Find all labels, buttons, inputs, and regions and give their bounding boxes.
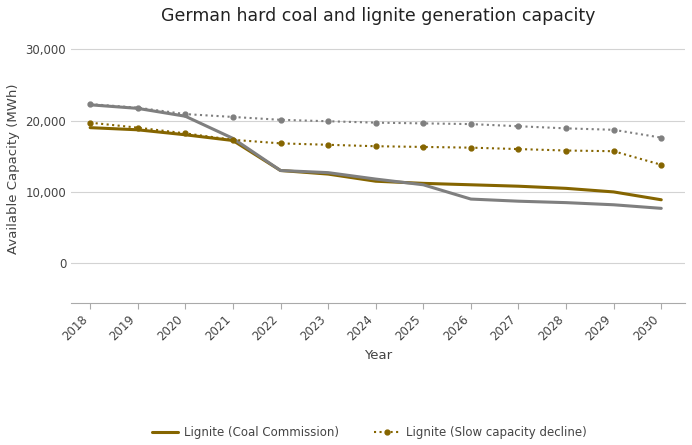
Lignite (Coal Commission): [610, 189, 618, 194]
Lignite (Slow capacity decline): [466, 145, 475, 150]
Lignite (Coal Commission): [466, 182, 475, 187]
Hard Coal (Slow capacity decline): [514, 124, 522, 129]
Hard Coal (Coal Commission): [372, 176, 380, 182]
Hard Coal (Slow capacity decline): [276, 117, 284, 122]
Lignite (Coal Commission): [86, 125, 94, 130]
Lignite (Slow capacity decline): [419, 144, 428, 150]
Hard Coal (Slow capacity decline): [372, 120, 380, 125]
Hard Coal (Slow capacity decline): [562, 125, 570, 131]
Lignite (Coal Commission): [276, 168, 284, 173]
Hard Coal (Slow capacity decline): [134, 105, 142, 110]
Hard Coal (Coal Commission): [134, 106, 142, 111]
Lignite (Slow capacity decline): [610, 149, 618, 154]
Hard Coal (Slow capacity decline): [86, 101, 94, 107]
Lignite (Slow capacity decline): [229, 137, 237, 142]
Line: Hard Coal (Slow capacity decline): Hard Coal (Slow capacity decline): [88, 101, 664, 140]
Title: German hard coal and lignite generation capacity: German hard coal and lignite generation …: [161, 7, 595, 25]
Lignite (Slow capacity decline): [562, 148, 570, 153]
Hard Coal (Slow capacity decline): [466, 121, 475, 127]
Lignite (Slow capacity decline): [181, 131, 190, 136]
Lignite (Slow capacity decline): [276, 141, 284, 146]
Hard Coal (Slow capacity decline): [229, 114, 237, 120]
Y-axis label: Available Capacity (MWh): Available Capacity (MWh): [7, 84, 20, 254]
Hard Coal (Coal Commission): [86, 102, 94, 108]
Lignite (Slow capacity decline): [86, 120, 94, 125]
Hard Coal (Slow capacity decline): [419, 121, 428, 126]
Hard Coal (Slow capacity decline): [657, 135, 666, 140]
Hard Coal (Slow capacity decline): [610, 127, 618, 133]
Lignite (Slow capacity decline): [514, 146, 522, 152]
Hard Coal (Coal Commission): [324, 170, 332, 175]
Hard Coal (Slow capacity decline): [324, 118, 332, 124]
Hard Coal (Coal Commission): [610, 202, 618, 207]
Lignite (Coal Commission): [181, 132, 190, 138]
Lignite (Slow capacity decline): [324, 142, 332, 147]
Lignite (Coal Commission): [562, 186, 570, 191]
Hard Coal (Coal Commission): [562, 200, 570, 205]
Lignite (Coal Commission): [657, 197, 666, 202]
Lignite (Coal Commission): [324, 171, 332, 177]
Hard Coal (Coal Commission): [514, 198, 522, 204]
Lignite (Coal Commission): [229, 138, 237, 143]
Line: Lignite (Coal Commission): Lignite (Coal Commission): [90, 128, 662, 200]
X-axis label: Year: Year: [364, 349, 392, 362]
Legend: Lignite (Coal Commission), Hard Coal (Coal Commission), Lignite (Slow capacity d: Lignite (Coal Commission), Hard Coal (Co…: [147, 421, 609, 445]
Hard Coal (Slow capacity decline): [181, 111, 190, 117]
Hard Coal (Coal Commission): [276, 168, 284, 173]
Line: Lignite (Slow capacity decline): Lignite (Slow capacity decline): [88, 120, 664, 167]
Hard Coal (Coal Commission): [466, 196, 475, 202]
Lignite (Slow capacity decline): [657, 162, 666, 167]
Lignite (Slow capacity decline): [372, 144, 380, 149]
Lignite (Coal Commission): [514, 183, 522, 189]
Hard Coal (Coal Commission): [419, 182, 428, 187]
Lignite (Coal Commission): [372, 178, 380, 184]
Hard Coal (Coal Commission): [181, 113, 190, 119]
Hard Coal (Coal Commission): [657, 206, 666, 211]
Hard Coal (Coal Commission): [229, 136, 237, 141]
Lignite (Coal Commission): [134, 127, 142, 133]
Line: Hard Coal (Coal Commission): Hard Coal (Coal Commission): [90, 105, 662, 208]
Lignite (Slow capacity decline): [134, 125, 142, 130]
Lignite (Coal Commission): [419, 181, 428, 186]
